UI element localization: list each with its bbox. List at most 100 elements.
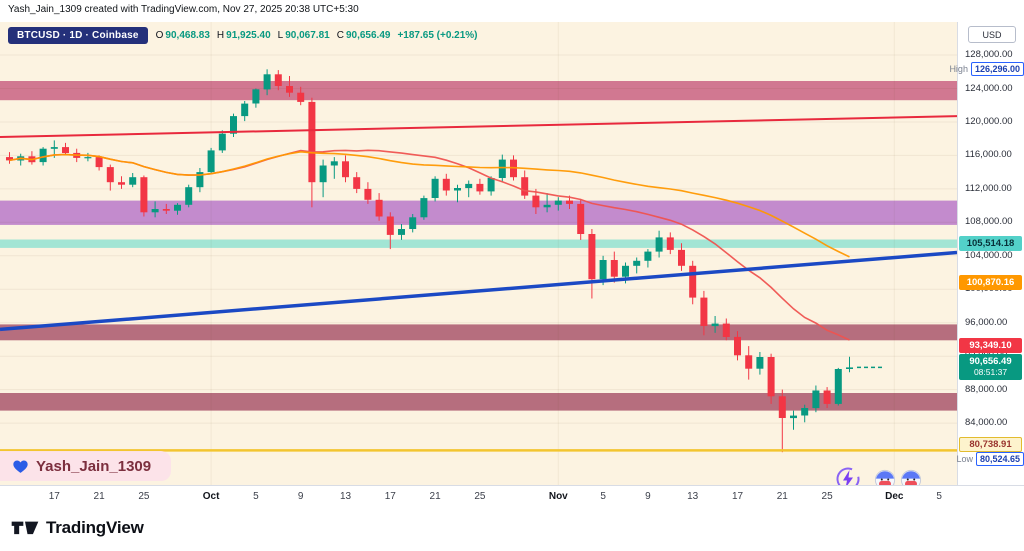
candles[interactable] — [6, 69, 853, 453]
emoji-reaction-icon-1[interactable] — [874, 469, 896, 485]
time-label-Oct-18: Oct — [202, 491, 220, 502]
candle-2025-11-21[interactable] — [778, 389, 786, 453]
candle-2025-09-18[interactable] — [62, 142, 69, 156]
candle-2025-11-17[interactable] — [734, 331, 741, 361]
candle-2025-11-27[interactable] — [846, 356, 853, 373]
candle-2025-10-26[interactable] — [487, 176, 495, 196]
candle-2025-09-23[interactable] — [118, 176, 125, 189]
candle-2025-10-29[interactable] — [521, 170, 529, 199]
zone-supply-purple[interactable] — [0, 200, 957, 225]
candle-2025-11-18[interactable] — [745, 346, 753, 380]
currency-button[interactable]: USD — [968, 26, 1016, 43]
zone-teal-band[interactable] — [0, 239, 957, 248]
time-label-13-30: 13 — [339, 491, 352, 502]
time-label-21-8: 21 — [93, 491, 105, 502]
candle-2025-09-22[interactable] — [106, 164, 114, 191]
candle-2025-11-09[interactable] — [644, 249, 652, 268]
candle-2025-10-13[interactable] — [342, 155, 349, 183]
candle-2025-11-04[interactable] — [588, 229, 596, 299]
candle-2025-11-11[interactable] — [666, 232, 674, 255]
candle-2025-10-31[interactable] — [543, 193, 551, 213]
candle-2025-10-23[interactable] — [454, 184, 461, 203]
candle-2025-10-14[interactable] — [353, 172, 361, 194]
candle-2025-10-06[interactable] — [263, 69, 271, 96]
candle-2025-11-03[interactable] — [577, 198, 585, 240]
candle-2025-11-10[interactable] — [655, 230, 663, 258]
candle-2025-11-13[interactable] — [689, 260, 697, 305]
ohlc-h-value: 91,925.40 — [226, 30, 271, 41]
symbol-badge[interactable]: BTCUSD · 1D · Coinbase — [8, 27, 148, 44]
candle-2025-10-19[interactable] — [409, 214, 417, 233]
candle-2025-10-21[interactable] — [431, 176, 439, 202]
candle-2025-10-09[interactable] — [297, 86, 305, 106]
candle-2025-10-20[interactable] — [420, 195, 428, 220]
zone-demand-lower[interactable] — [0, 393, 957, 411]
zone-supply-upper[interactable] — [0, 81, 957, 101]
candle-2025-10-12[interactable] — [330, 157, 338, 179]
candle-2025-10-17[interactable] — [386, 212, 394, 250]
candle-2025-11-20[interactable] — [767, 353, 775, 404]
zone-demand-mid[interactable] — [0, 324, 957, 341]
candle-2025-09-28[interactable] — [174, 203, 181, 215]
candle-2025-11-15[interactable] — [711, 316, 719, 333]
candle-2025-10-24[interactable] — [465, 180, 473, 198]
candle-2025-09-15[interactable] — [28, 151, 36, 165]
candle-2025-10-11[interactable] — [319, 159, 327, 198]
candle-2025-11-12[interactable] — [678, 243, 685, 271]
candle-2025-11-16[interactable] — [722, 318, 730, 341]
yellow-line-price-label: 80,738.91 — [959, 437, 1022, 453]
ohlc-change: +187.65 (+0.21%) — [397, 30, 478, 41]
candle-2025-10-02[interactable] — [218, 130, 226, 153]
candle-2025-09-30[interactable] — [196, 168, 204, 193]
red-trendline[interactable] — [0, 115, 957, 138]
candle-2025-10-30[interactable] — [532, 188, 540, 214]
emoji-reaction-icon-2[interactable] — [900, 469, 922, 485]
candle-2025-11-06[interactable] — [610, 251, 618, 283]
ohlc-readout: O 90,468.83 H 91,925.40 L 90,067.81 C 90,656… — [156, 30, 478, 41]
boost-icon[interactable] — [834, 465, 862, 485]
time-label-9-26: 9 — [297, 491, 304, 502]
candle-2025-10-01[interactable] — [207, 147, 215, 174]
candle-2025-09-20[interactable] — [84, 152, 92, 162]
candle-2025-10-07[interactable] — [274, 70, 282, 91]
candle-2025-10-03[interactable] — [230, 113, 237, 137]
zones[interactable] — [0, 81, 957, 411]
blue-trendline[interactable] — [0, 250, 957, 332]
candle-2025-10-15[interactable] — [364, 182, 372, 204]
candle-2025-10-22[interactable] — [442, 173, 450, 196]
candle-2025-09-24[interactable] — [129, 173, 137, 188]
candle-2025-09-27[interactable] — [162, 203, 170, 214]
candle-2025-09-25[interactable] — [140, 175, 148, 217]
watermark: Yash_Jain_1309 — [0, 451, 172, 481]
candle-2025-10-08[interactable] — [286, 76, 293, 97]
candle-2025-09-21[interactable] — [95, 155, 103, 171]
candlestick-chart[interactable] — [0, 22, 957, 485]
candle-2025-11-25[interactable] — [823, 387, 831, 408]
candle-2025-10-18[interactable] — [398, 224, 405, 240]
candle-2025-10-16[interactable] — [375, 193, 383, 221]
candle-2025-11-24[interactable] — [812, 385, 820, 413]
chart-canvas[interactable]: BTCUSD · 1D · Coinbase O 90,468.83 H 91,92… — [0, 22, 957, 485]
candle-2025-11-22[interactable] — [790, 410, 797, 430]
candle-2025-11-19[interactable] — [756, 352, 764, 375]
candle-2025-11-08[interactable] — [633, 257, 641, 274]
candle-2025-10-27[interactable] — [498, 154, 506, 183]
candle-2025-09-13[interactable] — [6, 152, 13, 164]
ohlc-c-value: 90,656.49 — [345, 30, 391, 41]
candle-2025-10-05[interactable] — [252, 88, 260, 108]
candle-2025-10-04[interactable] — [241, 101, 249, 122]
time-label-17-65: 17 — [731, 491, 744, 502]
candle-2025-11-23[interactable] — [801, 404, 809, 423]
price-axis[interactable]: USD 128,000.00 124,000.00 120,000.00 116,00… — [949, 22, 1024, 485]
candle-2025-10-25[interactable] — [476, 178, 484, 195]
ma-50-line[interactable] — [9, 150, 850, 258]
candle-2025-11-14[interactable] — [700, 290, 708, 336]
time-label-5-22: 5 — [253, 491, 259, 502]
candle-2025-09-29[interactable] — [185, 184, 193, 208]
tradingview-logo[interactable]: TradingView — [10, 516, 144, 539]
candle-2025-11-26[interactable] — [834, 367, 842, 406]
time-axis[interactable]: 17 21 25 Oct 5 9 13 17 21 25 Nov 5 9 13 17 21 25 Dec 5 — [0, 485, 1024, 509]
candle-2025-11-01[interactable] — [554, 197, 562, 211]
candle-2025-09-26[interactable] — [151, 201, 159, 218]
